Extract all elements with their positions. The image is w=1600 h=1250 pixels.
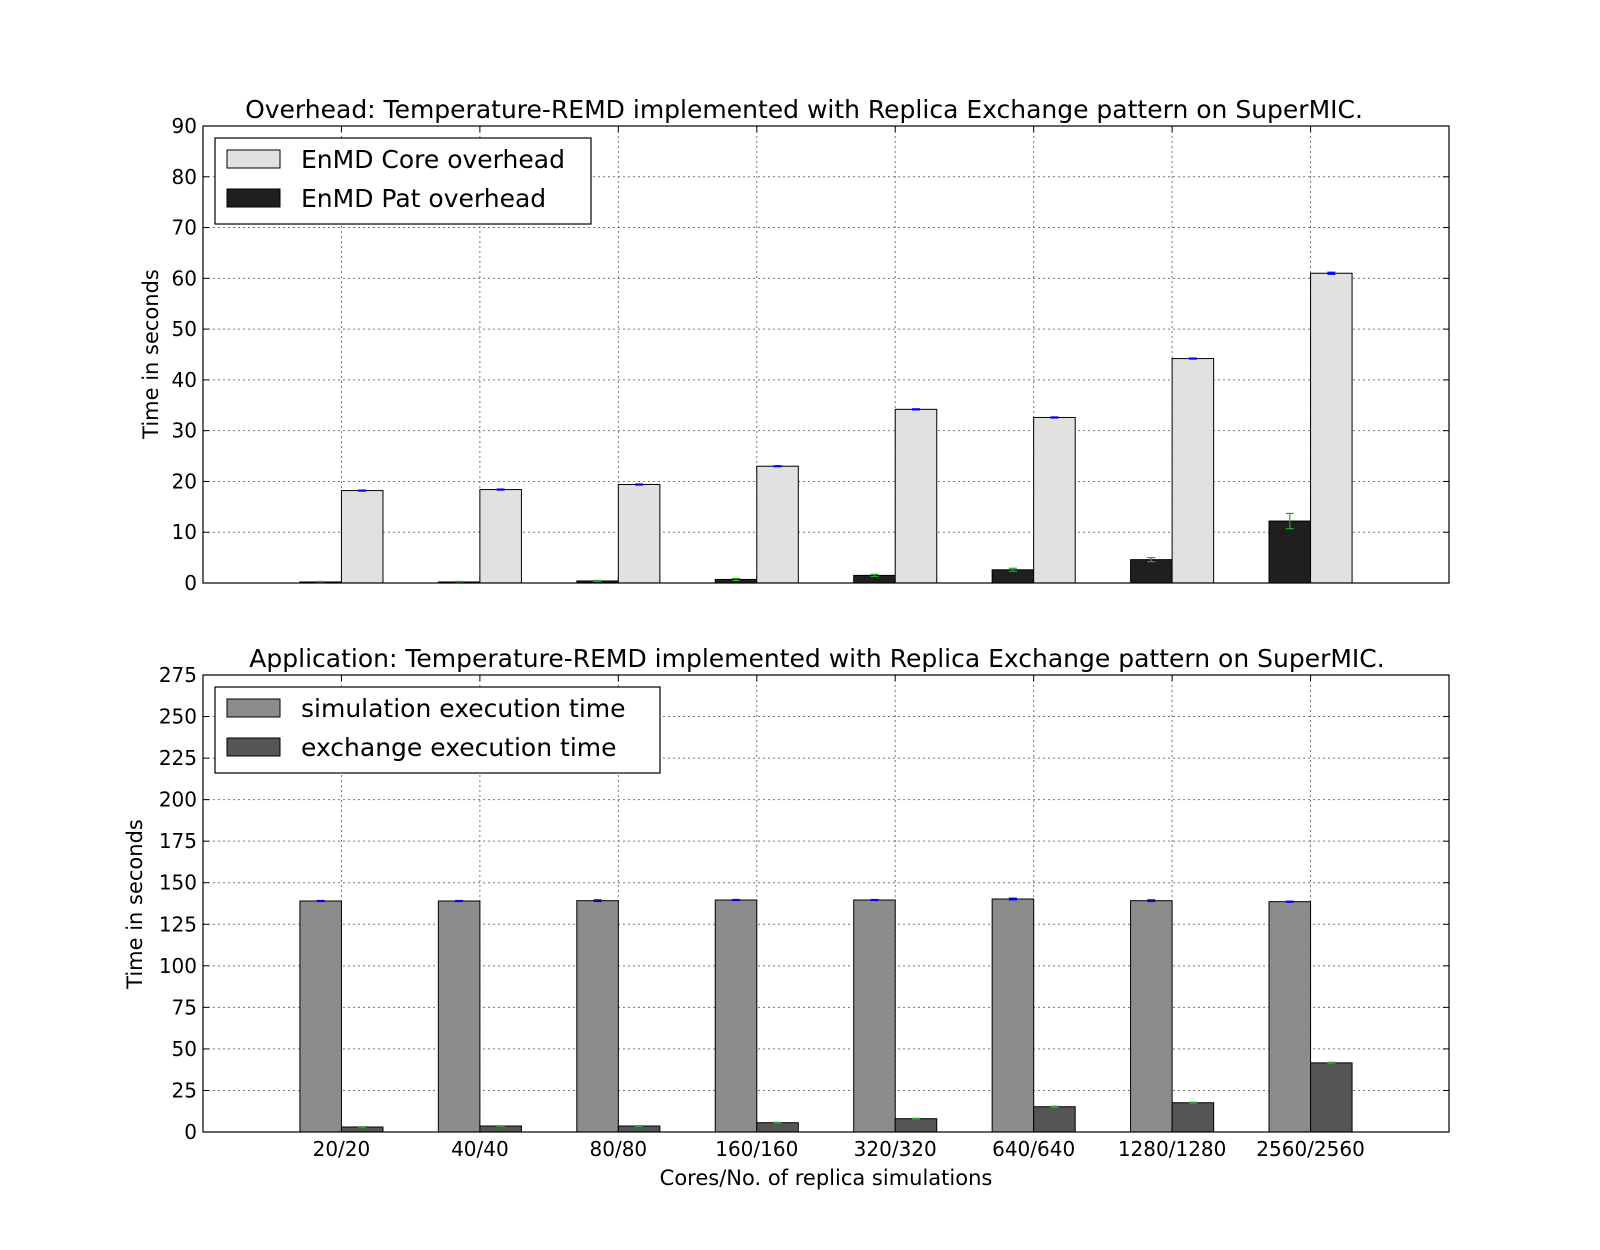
overhead-bar-b (894, 408, 938, 584)
application-y-tick-label: 100 (159, 954, 197, 978)
application-y-tick-label: 175 (159, 829, 197, 853)
overhead-y-axis-label: Time in seconds (139, 269, 163, 440)
overhead-y-tick-label: 90 (172, 114, 197, 138)
application-bars (299, 898, 1353, 1133)
application-bar-a (853, 899, 896, 1133)
application-chart: Application: Temperature-REMD implemente… (123, 644, 1450, 1190)
overhead-bar-b (1310, 272, 1353, 584)
overhead-bar-a (1130, 559, 1173, 584)
application-legend-swatch (226, 698, 281, 718)
application-bar-a (714, 899, 758, 1133)
overhead-bar-b (340, 490, 384, 584)
application-bar-a (991, 898, 1035, 1133)
application-y-tick-label: 250 (159, 705, 197, 729)
application-y-tick-label: 25 (172, 1078, 197, 1102)
overhead-bar-b (1171, 358, 1215, 584)
application-x-axis-label: Cores/No. of replica simulations (660, 1166, 993, 1190)
overhead-legend-swatch (226, 188, 281, 208)
application-legend-swatch (226, 737, 281, 757)
overhead-chart-title: Overhead: Temperature-REMD implemented w… (245, 95, 1363, 124)
application-bar-a (1268, 901, 1312, 1133)
application-x-tick-label: 640/640 (992, 1137, 1075, 1161)
application-bar-a (576, 900, 619, 1133)
application-y-tick-label: 50 (172, 1037, 197, 1061)
application-bar-b (1171, 1102, 1215, 1133)
application-x-ticks: 20/20 40/40 80/80 160/160 320/320 640/640 1280… (313, 1137, 1365, 1161)
application-legend: simulation execution time exchange execut… (214, 686, 661, 774)
application-legend-label: exchange execution time (301, 733, 617, 762)
application-bar-b (1033, 1106, 1076, 1133)
application-x-tick-label: 2560/2560 (1256, 1137, 1365, 1161)
application-bar-a (1130, 900, 1173, 1133)
overhead-y-tick-label: 0 (184, 571, 197, 595)
overhead-bar-b (1033, 416, 1076, 584)
application-x-tick-label: 80/80 (590, 1137, 648, 1161)
overhead-chart: Overhead: Temperature-REMD implemented w… (139, 95, 1450, 595)
application-bar-b (756, 1122, 799, 1133)
application-y-tick-label: 200 (159, 788, 197, 812)
application-y-tick-label: 125 (159, 912, 197, 936)
overhead-bar-a (1268, 520, 1312, 584)
application-x-tick-label: 320/320 (854, 1137, 937, 1161)
overhead-bar-b (617, 483, 661, 584)
application-plot-frame (202, 674, 1450, 1133)
overhead-plot-frame (202, 125, 1450, 584)
overhead-legend: EnMD Core overhead EnMD Pat overhead (214, 137, 592, 225)
overhead-y-tick-label: 50 (172, 317, 197, 341)
application-bar-b (1310, 1062, 1353, 1133)
application-x-tick-label: 20/20 (313, 1137, 371, 1161)
overhead-y-tick-label: 40 (172, 368, 197, 392)
application-y-tick-label: 225 (159, 746, 197, 770)
overhead-y-tick-label: 20 (172, 469, 197, 493)
application-x-tick-label: 1280/1280 (1118, 1137, 1227, 1161)
overhead-bar-b (756, 465, 799, 584)
application-bar-b (894, 1118, 938, 1133)
overhead-bars (299, 272, 1353, 584)
overhead-legend-swatch (226, 149, 281, 169)
application-y-axis-label: Time in seconds (123, 819, 147, 990)
application-chart-title: Application: Temperature-REMD implemente… (249, 644, 1384, 673)
application-y-tick-label: 0 (184, 1120, 197, 1144)
overhead-y-tick-label: 80 (172, 165, 197, 189)
application-y-tick-label: 75 (172, 995, 197, 1019)
overhead-legend-label: EnMD Pat overhead (301, 184, 546, 213)
application-errorbars (316, 897, 1336, 1128)
overhead-y-ticks: 0 10 20 30 40 50 60 70 80 90 (172, 114, 1449, 595)
application-x-tick-label: 160/160 (715, 1137, 798, 1161)
application-legend-label: simulation execution time (301, 694, 626, 723)
overhead-y-tick-label: 30 (172, 419, 197, 443)
application-y-tick-label: 150 (159, 871, 197, 895)
overhead-y-tick-label: 60 (172, 266, 197, 290)
overhead-y-tick-label: 10 (172, 520, 197, 544)
overhead-y-tick-label: 70 (172, 216, 197, 240)
application-bar-a (437, 900, 481, 1133)
application-legend-box (214, 686, 661, 774)
application-x-tick-label: 40/40 (451, 1137, 509, 1161)
overhead-bar-b (479, 489, 522, 584)
application-y-tick-label: 275 (159, 663, 197, 687)
application-bar-a (299, 900, 342, 1133)
overhead-legend-label: EnMD Core overhead (301, 145, 565, 174)
application-y-ticks: 0 25 50 75 100 125 150 175 200 225 250 275 (159, 663, 1449, 1144)
